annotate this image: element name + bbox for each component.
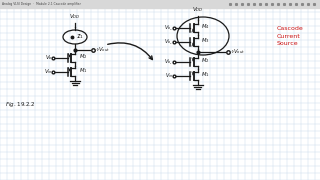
Text: $V_{in}$: $V_{in}$ (165, 72, 173, 80)
Text: Analog VLSI Design  ·  Module 2.1 Cascode amplifier: Analog VLSI Design · Module 2.1 Cascode … (2, 2, 81, 6)
Text: $\mathcal{I}_1$: $\mathcal{I}_1$ (76, 33, 84, 41)
Bar (0, 0, 320, 8)
Text: $Fig$. 19.2.2: $Fig$. 19.2.2 (5, 100, 35, 109)
Text: $\circ V_{out}$: $\circ V_{out}$ (95, 46, 110, 55)
Text: $\circ V_{out}$: $\circ V_{out}$ (230, 48, 245, 57)
Text: $V_b$: $V_b$ (45, 54, 53, 62)
Text: $M_3$: $M_3$ (201, 37, 210, 46)
Text: $V_{b_1}$: $V_{b_1}$ (164, 57, 173, 67)
Text: $M_2$: $M_2$ (79, 53, 88, 61)
Text: $M_1$: $M_1$ (79, 67, 88, 75)
Text: $V_{b_2}$: $V_{b_2}$ (164, 37, 173, 47)
Text: $V_{DD}$: $V_{DD}$ (192, 5, 204, 14)
Text: $M_4$: $M_4$ (201, 22, 210, 32)
Text: $V_{in}$: $V_{in}$ (44, 68, 53, 76)
Text: $M_1$: $M_1$ (201, 71, 210, 79)
Text: $V_{b_3}$: $V_{b_3}$ (164, 23, 173, 33)
Text: Cascode
Current
Source: Cascode Current Source (277, 26, 304, 46)
Text: $V_{DD}$: $V_{DD}$ (69, 12, 81, 21)
Text: $M_2$: $M_2$ (201, 57, 210, 66)
